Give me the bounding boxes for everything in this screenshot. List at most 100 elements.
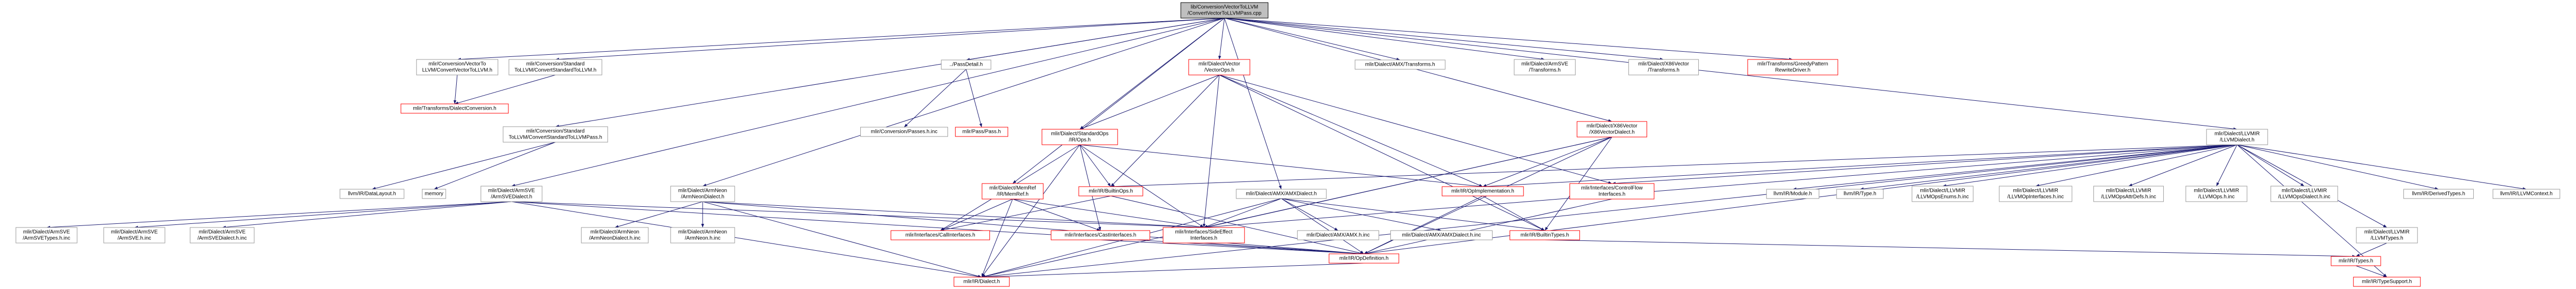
- node-label[interactable]: llvm/IR/Type.h: [1843, 191, 1876, 197]
- node-label[interactable]: Interfaces.h: [1190, 236, 1217, 241]
- node-box[interactable]: [941, 59, 991, 70]
- node[interactable]: llvm/IR/LLVMContext.h: [2492, 189, 2561, 199]
- node-box[interactable]: [2331, 256, 2381, 266]
- node[interactable]: mlir/Dialect/MemRef/IR/MemRef.h: [982, 183, 1044, 200]
- node[interactable]: llvm/IR/Module.h: [1766, 189, 1820, 199]
- node-label[interactable]: llvm/IR/DerivedTypes.h: [2412, 191, 2465, 197]
- node-box[interactable]: [1747, 59, 1838, 75]
- node[interactable]: mlir/Dialect/ArmSVE/ArmSVEDialect.h: [480, 186, 542, 202]
- node-label[interactable]: mlir/Dialect/ArmSVE: [111, 230, 158, 235]
- node[interactable]: mlir/Dialect/LLVMIR/LLVMOpInterfaces.h.i…: [1999, 186, 2072, 202]
- node-label[interactable]: mlir/Pass/Pass.h: [963, 129, 1001, 135]
- node-label[interactable]: mlir/Dialect/LLVMIR: [2214, 131, 2260, 137]
- node-label[interactable]: /ConvertVectorToLLVMPass.cpp: [1187, 11, 1262, 17]
- node-box[interactable]: [982, 183, 1044, 200]
- node-label[interactable]: mlir/Dialect/LLVMIR: [1920, 188, 1965, 194]
- node[interactable]: mlir/Pass/Pass.h: [955, 127, 1008, 137]
- node-label[interactable]: mlir/IR/Types.h: [2339, 258, 2373, 264]
- node[interactable]: llvm/IR/DerivedTypes.h: [2403, 189, 2474, 199]
- node-label[interactable]: /ArmSVETypes.h.inc: [23, 236, 70, 241]
- node-label[interactable]: mlir/Dialect/AMX/AMXDialect.h.inc: [1402, 233, 1481, 238]
- node-box[interactable]: [103, 227, 165, 244]
- node[interactable]: mlir/Dialect/ArmSVE/Transforms.h: [1514, 59, 1576, 75]
- node-label[interactable]: /LLVMOpsDialect.h.inc: [2278, 194, 2331, 200]
- node-box[interactable]: [1912, 186, 1974, 202]
- node[interactable]: mlir/Interfaces/CallInterfaces.h: [890, 230, 990, 240]
- node-label[interactable]: mlir/IR/OpImplementation.h: [1451, 189, 1514, 194]
- node-box[interactable]: [1042, 129, 1118, 145]
- node-label[interactable]: mlir/Dialect/ArmSVE: [488, 188, 535, 194]
- node-label[interactable]: RewriteDriver.h: [1775, 68, 1810, 73]
- node[interactable]: mlir/Dialect/ArmNeon/ArmNeonDialect.h.in…: [581, 227, 649, 244]
- node[interactable]: mlir/Dialect/AMX/AMXDialect.h.inc: [1390, 230, 1493, 240]
- node-box[interactable]: [581, 227, 649, 244]
- node-label[interactable]: mlir/Conversion/Standard: [526, 129, 585, 134]
- node[interactable]: mlir/Dialect/ArmSVE/ArmSVETypes.h.inc: [15, 227, 77, 244]
- node-label[interactable]: /Transforms.h: [1648, 68, 1679, 73]
- node[interactable]: mlir/Dialect/ArmSVE/ArmSVEDialect.h.inc: [190, 227, 255, 244]
- node-label[interactable]: /Transforms.h: [1529, 68, 1560, 73]
- node-box[interactable]: [422, 189, 446, 199]
- node[interactable]: ../PassDetail.h: [941, 59, 991, 70]
- node-box[interactable]: [190, 227, 255, 244]
- node-label[interactable]: /VectorOps.h: [1204, 68, 1234, 73]
- node-box[interactable]: [339, 189, 405, 199]
- node[interactable]: memory: [422, 189, 446, 199]
- node[interactable]: mlir/Conversion/Passes.h.inc: [860, 127, 948, 137]
- node-label[interactable]: /LLVMDialect.h: [2220, 138, 2254, 143]
- node-box[interactable]: [2492, 189, 2561, 199]
- node-box[interactable]: [1328, 253, 1400, 264]
- node-label[interactable]: mlir/Conversion/VectorTo: [428, 62, 486, 67]
- node[interactable]: mlir/Dialect/Vector/VectorOps.h: [1188, 59, 1250, 75]
- node[interactable]: lib/Conversion/VectorToLLVM/ConvertVecto…: [1181, 2, 1268, 19]
- node-label[interactable]: /LLVMTypes.h: [2370, 236, 2403, 241]
- node-box[interactable]: [1355, 59, 1446, 70]
- node-label[interactable]: /IR/Ops.h: [1069, 138, 1091, 143]
- node[interactable]: mlir/IR/Dialect.h: [953, 277, 1010, 287]
- node[interactable]: mlir/Dialect/ArmNeon/ArmNeonDialect.h: [670, 186, 735, 202]
- node-box[interactable]: [1188, 59, 1250, 75]
- node-box[interactable]: [953, 277, 1010, 287]
- node-box[interactable]: [1162, 227, 1245, 244]
- node-label[interactable]: mlir/IR/BuiltinTypes.h: [1520, 233, 1569, 238]
- node-label[interactable]: mlir/Conversion/Standard: [526, 62, 585, 67]
- node[interactable]: llvm/IR/Type.h: [1836, 189, 1884, 199]
- node-label[interactable]: mlir/Dialect/AMX/AMX.h.inc: [1307, 233, 1370, 238]
- node-box[interactable]: [1569, 183, 1655, 200]
- node-box[interactable]: [1050, 230, 1151, 240]
- node-box[interactable]: [1181, 2, 1268, 19]
- node-box[interactable]: [2353, 277, 2421, 287]
- node-box[interactable]: [1297, 230, 1379, 240]
- node-label[interactable]: /ArmSVEDialect.h: [491, 194, 532, 200]
- node-box[interactable]: [2093, 186, 2164, 202]
- node-label[interactable]: mlir/Transforms/DialectConversion.h: [413, 106, 496, 112]
- node-label[interactable]: /LLVMOpsEnums.h.inc: [1916, 194, 1969, 200]
- node-label[interactable]: mlir/Dialect/ArmSVE: [199, 230, 246, 235]
- node-label[interactable]: Interfaces.h: [1599, 192, 1625, 197]
- node-label[interactable]: ToLLVM/ConvertStandardToLLVMPass.h: [509, 135, 602, 141]
- node-label[interactable]: mlir/Dialect/ArmSVE: [1522, 62, 1569, 67]
- node-label[interactable]: mlir/Dialect/LLVMIR: [2364, 230, 2410, 235]
- node[interactable]: mlir/Dialect/StandardOps/IR/Ops.h: [1042, 129, 1118, 145]
- node-label[interactable]: /ArmSVEDialect.h.inc: [197, 236, 247, 241]
- node-box[interactable]: [2356, 227, 2418, 244]
- node-label[interactable]: mlir/IR/BuiltinOps.h: [1089, 189, 1133, 194]
- node-label[interactable]: /LLVMOpsAttrDefs.h.inc: [2101, 194, 2156, 200]
- node-label[interactable]: memory: [425, 191, 443, 197]
- node-label[interactable]: mlir/Interfaces/SideEffect: [1175, 230, 1233, 235]
- node[interactable]: mlir/Dialect/AMX/AMXDialect.h: [1236, 189, 1327, 199]
- node-label[interactable]: mlir/Dialect/LLVMIR: [2194, 188, 2239, 194]
- node-label[interactable]: mlir/Dialect/X86Vector: [1638, 62, 1689, 67]
- node-box[interactable]: [1441, 186, 1524, 196]
- node-box[interactable]: [1576, 121, 1648, 138]
- node-box[interactable]: [503, 126, 608, 143]
- node-label[interactable]: mlir/Dialect/Vector: [1199, 62, 1240, 67]
- node[interactable]: mlir/Dialect/ArmNeon/ArmNeon.h.inc: [670, 227, 735, 244]
- node-label[interactable]: mlir/IR/OpDefinition.h: [1339, 256, 1388, 262]
- node-label[interactable]: /ArmNeonDialect.h: [681, 194, 724, 200]
- node[interactable]: mlir/Dialect/AMX/AMX.h.inc: [1297, 230, 1379, 240]
- node[interactable]: mlir/IR/OpDefinition.h: [1328, 253, 1400, 264]
- node-label[interactable]: mlir/Dialect/MemRef: [989, 186, 1036, 191]
- node-label[interactable]: mlir/Dialect/AMX/AMXDialect.h: [1246, 191, 1316, 197]
